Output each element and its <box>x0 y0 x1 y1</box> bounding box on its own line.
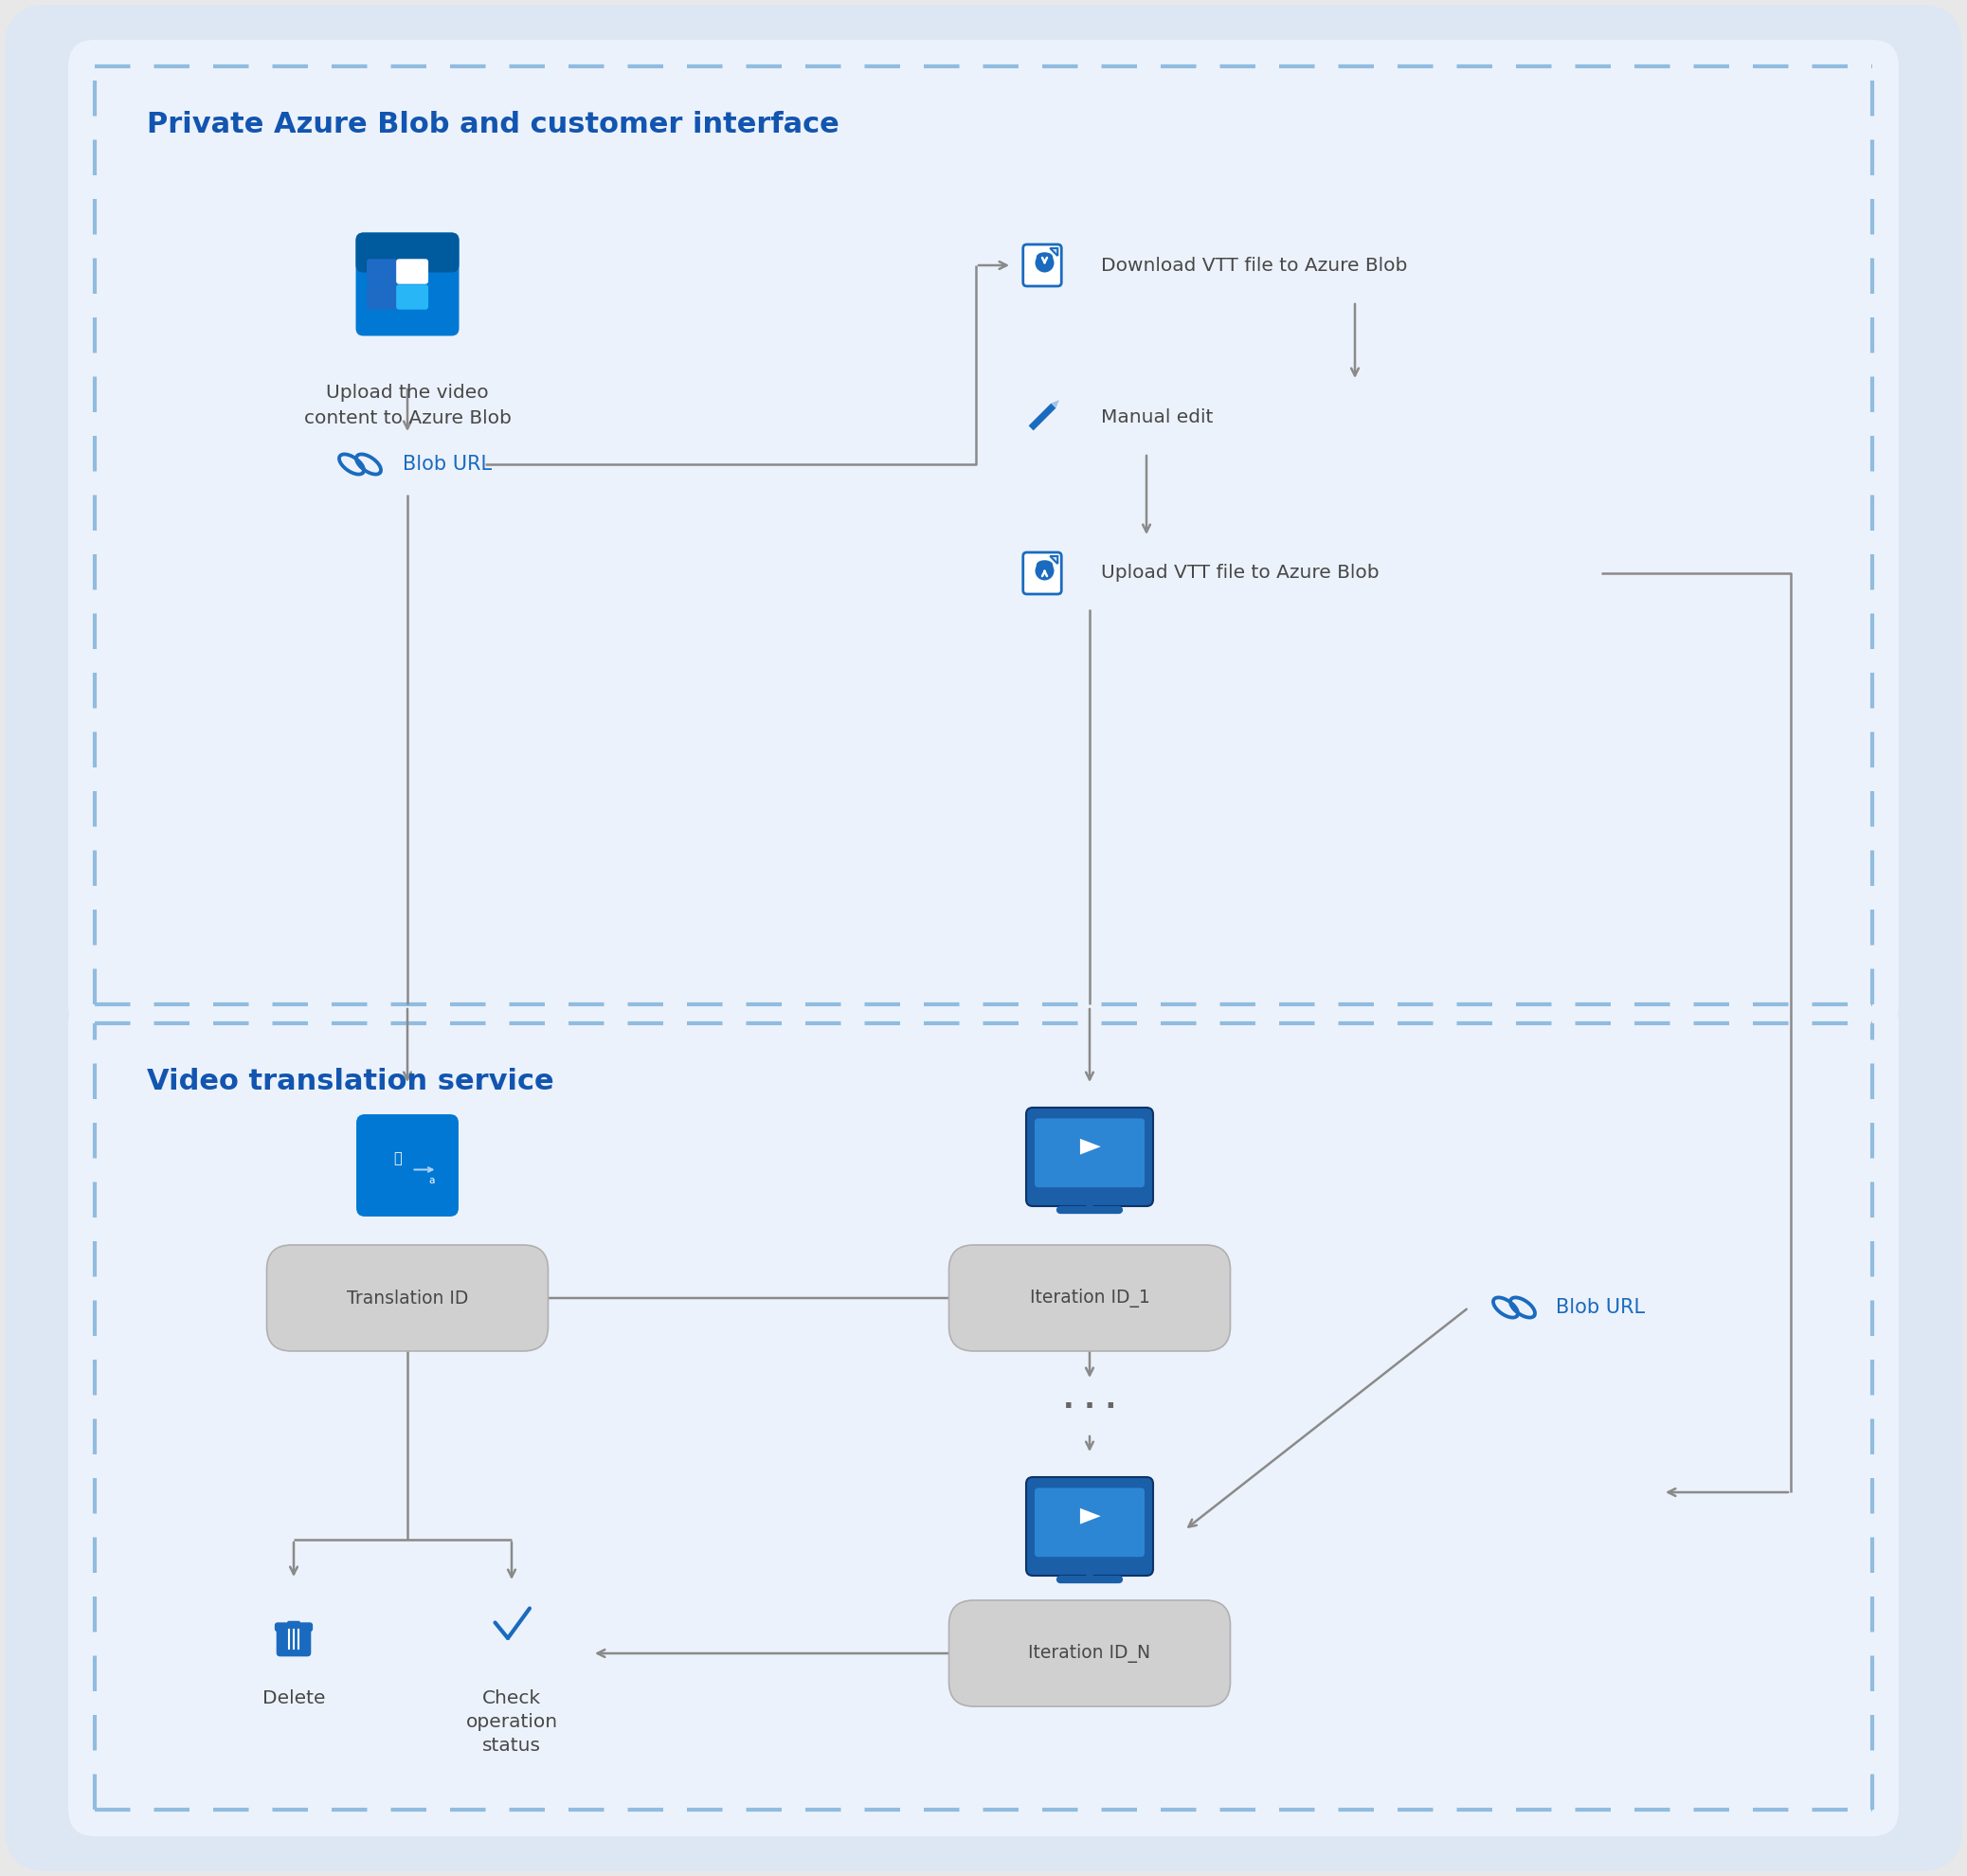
FancyBboxPatch shape <box>356 1114 458 1216</box>
FancyBboxPatch shape <box>356 233 458 272</box>
Text: Manual edit: Manual edit <box>1102 407 1214 426</box>
Text: · · ·: · · · <box>1062 1394 1115 1420</box>
Text: Create iteration N: Create iteration N <box>1005 1615 1174 1634</box>
FancyBboxPatch shape <box>1035 1488 1145 1557</box>
Text: Create iteration 1: Create iteration 1 <box>1005 1246 1174 1264</box>
Circle shape <box>1035 253 1054 272</box>
FancyBboxPatch shape <box>1027 1476 1153 1576</box>
Text: Translation ID: Translation ID <box>346 1289 468 1308</box>
FancyBboxPatch shape <box>1035 1118 1145 1188</box>
Polygon shape <box>1050 400 1060 409</box>
FancyBboxPatch shape <box>1023 244 1062 287</box>
Text: Check
operation
status: Check operation status <box>466 1690 559 1754</box>
FancyBboxPatch shape <box>948 1246 1229 1351</box>
Text: Blob URL: Blob URL <box>1556 1298 1644 1317</box>
FancyBboxPatch shape <box>275 1623 313 1632</box>
Text: Delete: Delete <box>262 1690 325 1707</box>
Polygon shape <box>1080 1139 1102 1154</box>
FancyBboxPatch shape <box>69 996 1898 1837</box>
Text: Download VTT file to Azure Blob: Download VTT file to Azure Blob <box>1102 257 1406 274</box>
FancyBboxPatch shape <box>4 6 1963 1870</box>
Text: a: a <box>429 1176 435 1186</box>
FancyBboxPatch shape <box>395 285 429 310</box>
Text: あ: あ <box>393 1152 401 1165</box>
FancyBboxPatch shape <box>948 1600 1229 1707</box>
FancyBboxPatch shape <box>287 1621 301 1628</box>
Text: Create translation: Create translation <box>321 1246 494 1264</box>
FancyBboxPatch shape <box>277 1625 311 1657</box>
Polygon shape <box>1050 555 1058 565</box>
Polygon shape <box>1080 1508 1102 1523</box>
FancyBboxPatch shape <box>268 1246 549 1351</box>
FancyBboxPatch shape <box>395 259 429 283</box>
Text: Blob URL: Blob URL <box>403 454 492 475</box>
Text: Iteration ID_N: Iteration ID_N <box>1029 1643 1151 1662</box>
Polygon shape <box>1029 403 1056 431</box>
Circle shape <box>1035 561 1054 580</box>
FancyBboxPatch shape <box>1023 552 1062 595</box>
Text: Video translation service: Video translation service <box>148 1067 555 1096</box>
FancyBboxPatch shape <box>364 240 452 265</box>
Text: Private Azure Blob and customer interface: Private Azure Blob and customer interfac… <box>148 111 840 139</box>
Text: Iteration ID_1: Iteration ID_1 <box>1029 1289 1151 1308</box>
FancyBboxPatch shape <box>356 233 458 336</box>
Polygon shape <box>1050 248 1058 255</box>
Text: Upload VTT file to Azure Blob: Upload VTT file to Azure Blob <box>1102 565 1379 582</box>
Text: Upload the video
content to Azure Blob: Upload the video content to Azure Blob <box>303 385 511 428</box>
FancyBboxPatch shape <box>1027 1107 1153 1206</box>
FancyBboxPatch shape <box>69 39 1898 1030</box>
FancyBboxPatch shape <box>366 285 399 310</box>
FancyBboxPatch shape <box>366 259 399 283</box>
